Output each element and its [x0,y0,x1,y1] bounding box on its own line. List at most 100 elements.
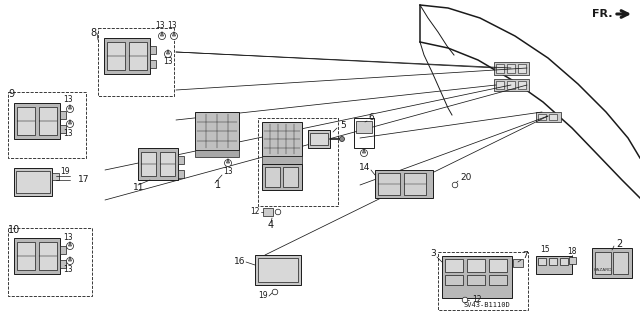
Circle shape [225,160,232,167]
Text: 11: 11 [133,183,145,192]
Circle shape [462,297,468,303]
Bar [375,170,433,198]
Text: 13: 13 [223,167,233,176]
Text: 14: 14 [358,164,370,173]
Bar [8,92,86,158]
Polygon shape [172,32,175,36]
Bar [107,42,125,70]
Polygon shape [68,105,72,109]
Bar [489,275,507,285]
Bar [494,62,529,75]
Text: FR.: FR. [592,9,612,19]
Text: 8: 8 [90,28,96,38]
Text: 16: 16 [234,257,245,266]
Bar [160,152,175,176]
Text: 10: 10 [8,225,20,235]
Bar [16,171,50,193]
Text: 13: 13 [63,233,73,241]
Bar [536,256,572,274]
Bar [507,64,515,73]
Text: 12: 12 [250,207,260,217]
Bar [507,81,515,89]
Circle shape [159,33,166,40]
Text: 1: 1 [215,180,221,190]
Bar [14,238,60,274]
Polygon shape [68,241,72,246]
Text: HAZARD: HAZARD [594,268,612,272]
Bar [595,252,611,274]
Bar [549,258,557,265]
Text: 13: 13 [167,21,177,31]
Bar [17,242,35,270]
Bar [262,156,302,164]
Circle shape [67,121,74,128]
Bar [178,156,184,164]
Circle shape [67,257,74,264]
Bar [150,60,156,68]
Polygon shape [161,32,164,36]
Bar [538,114,546,120]
Bar [258,258,298,282]
Bar [60,125,66,133]
Polygon shape [68,120,72,124]
Bar [195,112,239,150]
Bar [378,173,400,195]
Bar [308,130,330,148]
Circle shape [360,150,367,157]
Bar [141,152,156,176]
Text: 2: 2 [616,239,622,249]
Bar [60,111,66,119]
Bar [356,121,372,133]
Bar [442,256,512,298]
Text: SV43-B1110D: SV43-B1110D [464,302,511,308]
Text: 7: 7 [522,251,528,261]
Text: 13: 13 [63,265,73,275]
Bar [262,164,302,190]
Circle shape [272,289,278,295]
Circle shape [67,106,74,113]
Bar [98,28,174,96]
Text: 19: 19 [60,167,70,176]
Circle shape [452,182,458,188]
Bar [14,103,60,139]
Bar [51,173,58,180]
Circle shape [170,33,177,40]
Circle shape [164,50,172,57]
Bar [265,167,280,187]
Bar [178,170,184,178]
Text: 13: 13 [63,95,73,105]
Polygon shape [166,49,170,54]
Text: 17: 17 [78,175,90,184]
Text: 5: 5 [340,121,346,130]
Bar [467,275,485,285]
Bar [39,107,57,135]
Bar [150,46,156,54]
Bar [494,79,529,91]
Bar [536,112,561,122]
Bar [138,148,178,180]
Bar [354,118,374,148]
Bar [538,258,546,265]
Bar [489,259,507,272]
Bar [60,260,66,268]
Bar [283,167,298,187]
Bar [258,118,338,206]
Circle shape [339,137,344,142]
Text: 18: 18 [567,248,577,256]
Bar [263,208,273,216]
Bar [445,259,463,272]
Bar [17,107,35,135]
Bar [438,252,528,310]
Text: 20: 20 [460,174,472,182]
Bar [513,259,523,267]
Text: 4: 4 [268,220,274,230]
Bar [60,246,66,254]
Bar [104,38,150,74]
Bar [445,275,463,285]
Polygon shape [362,149,365,153]
Text: 19: 19 [259,292,268,300]
Text: 6: 6 [368,114,374,122]
Text: 9: 9 [8,89,14,99]
Bar [496,64,504,73]
Text: 12: 12 [472,295,481,305]
